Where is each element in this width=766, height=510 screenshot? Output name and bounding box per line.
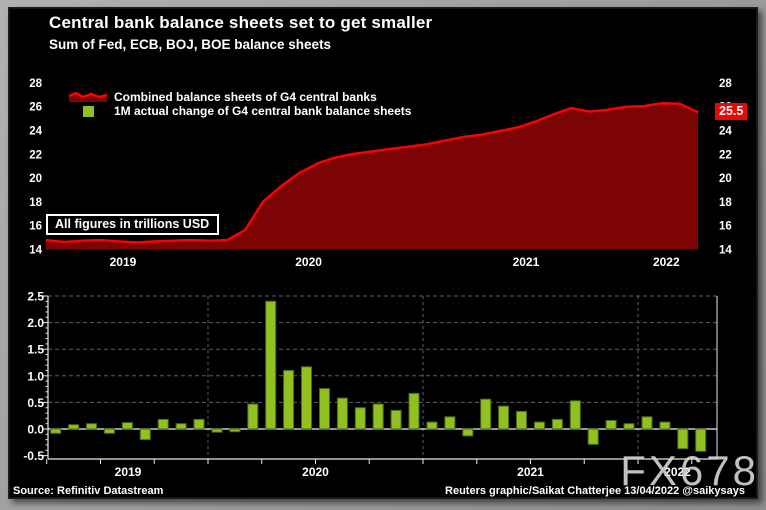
top-x-year-label: 2019	[110, 255, 137, 269]
source-text: Source: Refinitiv Datastream	[13, 485, 163, 497]
change-bar	[624, 424, 634, 429]
legend-label-combined: Combined balance sheets of G4 central ba…	[114, 90, 377, 104]
change-bar	[588, 429, 598, 444]
change-bar	[391, 410, 401, 429]
change-bar	[481, 399, 491, 429]
change-bar	[105, 429, 115, 433]
charts-plot-area: 2828262624242222202018181616141420192020…	[9, 8, 757, 498]
legend-label-change: 1M actual change of G4 central bank bala…	[114, 104, 411, 118]
legend: Combined balance sheets of G4 central ba…	[67, 90, 411, 118]
bottom-y-tick-label: 0.0	[27, 423, 44, 437]
bar-series-legend-icon	[83, 106, 94, 117]
legend-row-combined: Combined balance sheets of G4 central ba…	[67, 90, 411, 104]
legend-row-change: 1M actual change of G4 central bank bala…	[67, 104, 411, 118]
top-x-year-label: 2022	[653, 255, 680, 269]
change-bar	[606, 421, 616, 430]
change-bar	[355, 408, 365, 429]
change-bar	[552, 419, 562, 429]
change-bar	[517, 411, 527, 429]
change-bar	[158, 419, 168, 429]
bottom-y-tick-label: 1.0	[27, 369, 44, 383]
chart-subtitle: Sum of Fed, ECB, BOJ, BOE balance sheets	[49, 37, 331, 52]
bottom-y-tick-label: -0.5	[23, 449, 44, 463]
change-bar	[337, 398, 347, 429]
change-bar	[230, 429, 240, 432]
change-bar	[194, 419, 204, 429]
top-y-tick-label-left: 22	[29, 149, 42, 161]
top-y-tick-label-right: 16	[719, 221, 732, 233]
legend-icon-col	[67, 91, 109, 104]
change-bar	[176, 424, 186, 429]
top-x-year-label: 2020	[295, 255, 322, 269]
change-bar	[69, 425, 79, 429]
top-y-tick-label-left: 24	[29, 126, 42, 138]
change-bar	[320, 389, 330, 429]
change-bar	[140, 429, 150, 440]
top-y-tick-label-right: 22	[719, 149, 732, 161]
top-y-tick-label-right: 20	[719, 173, 732, 185]
watermark: FX678	[620, 450, 759, 492]
bottom-x-year-label: 2019	[115, 465, 142, 479]
legend-icon-col	[67, 106, 109, 117]
bottom-x-year-label: 2021	[517, 465, 544, 479]
top-y-tick-label-right: 28	[719, 78, 732, 90]
change-bar	[463, 429, 473, 436]
bottom-y-tick-label: 0.5	[27, 396, 44, 410]
change-bar	[499, 406, 509, 429]
change-bar	[660, 422, 670, 429]
bottom-y-tick-label: 2.0	[27, 316, 44, 330]
top-y-tick-label-left: 18	[29, 197, 42, 209]
change-bar	[678, 429, 688, 449]
change-bar	[266, 301, 276, 429]
change-bar	[212, 429, 222, 432]
bottom-y-tick-label: 2.5	[27, 290, 44, 304]
top-y-tick-label-right: 14	[719, 245, 732, 257]
top-y-tick-label-left: 20	[29, 173, 42, 185]
screenshot-root: { "header": { "title": "Central bank bal…	[0, 0, 766, 510]
chart-title: Central bank balance sheets set to get s…	[49, 13, 432, 33]
change-bar	[535, 422, 545, 429]
change-bar	[284, 371, 294, 430]
chart-canvas: Central bank balance sheets set to get s…	[8, 7, 758, 499]
top-y-tick-label-right: 18	[719, 197, 732, 209]
change-bar	[51, 429, 61, 433]
change-bar	[302, 367, 312, 429]
bottom-x-year-label: 2020	[302, 465, 329, 479]
top-x-year-label: 2021	[513, 255, 540, 269]
change-bar	[409, 393, 419, 429]
top-y-tick-label-left: 28	[29, 78, 42, 90]
change-bar	[248, 404, 258, 429]
change-bar	[122, 423, 132, 429]
top-y-tick-label-left: 26	[29, 102, 42, 114]
bottom-y-tick-label: 1.5	[27, 343, 44, 357]
change-bar	[445, 417, 455, 429]
last-value-badge: 25.5	[715, 103, 747, 120]
top-y-tick-label-left: 16	[29, 221, 42, 233]
change-bar	[427, 422, 437, 429]
top-y-tick-label-right: 24	[719, 126, 732, 138]
change-bar	[373, 404, 383, 429]
change-bar	[642, 417, 652, 429]
units-annotation: All figures in trillions USD	[46, 214, 219, 235]
change-bar	[87, 424, 97, 429]
area-series-legend-icon	[68, 91, 108, 104]
top-y-tick-label-left: 14	[29, 245, 42, 257]
change-bar	[570, 401, 580, 429]
